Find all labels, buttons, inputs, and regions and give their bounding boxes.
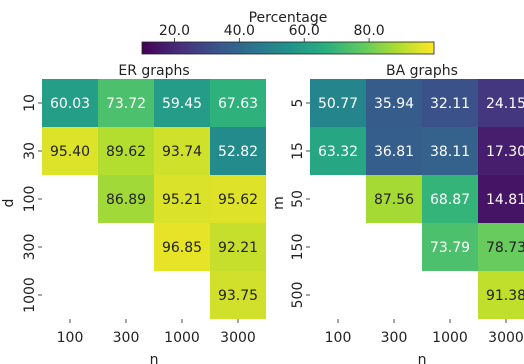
er-cell <box>98 127 154 175</box>
ba-y-tick-label: 50 <box>290 190 306 208</box>
ba-cell-value: 32.11 <box>430 96 470 112</box>
er-cell <box>154 223 210 271</box>
er-cell-value: 89.62 <box>106 144 146 160</box>
ba-cell <box>422 127 478 175</box>
ba-cell <box>478 271 524 319</box>
er-cell-value: 67.63 <box>218 96 258 112</box>
er-cell-value: 95.62 <box>218 192 258 208</box>
ba-x-tick-label: 1000 <box>432 330 468 346</box>
er-y-axis-label: d <box>1 199 17 208</box>
er-cell-value: 73.72 <box>106 96 146 112</box>
ba-cell-value: 35.94 <box>374 96 414 112</box>
ba-cell-value: 68.87 <box>430 192 470 208</box>
ba-cell <box>422 223 478 271</box>
er-cell-value: 52.82 <box>218 144 258 160</box>
ba-cell <box>310 127 366 175</box>
ba-cell-value: 87.56 <box>374 192 414 208</box>
ba-y-ticks: 5 15 50 150 500 <box>290 99 310 309</box>
ba-y-tick-label: 5 <box>290 99 306 108</box>
colorbar-ticks: 20.0 40.0 60.0 80.0 <box>159 23 385 42</box>
ba-cell-value: 91.38 <box>486 288 524 304</box>
colorbar-tick-label: 20.0 <box>159 23 190 39</box>
ba-x-axis-label: n <box>418 352 427 364</box>
ba-cell <box>366 175 422 223</box>
ba-cell <box>478 127 524 175</box>
er-y-tick-label: 10 <box>22 94 38 112</box>
ba-y-tick-label: 150 <box>290 234 306 261</box>
er-x-tick-label: 3000 <box>220 330 256 346</box>
ba-cell-value: 38.11 <box>430 144 470 160</box>
er-cell <box>210 271 266 319</box>
ba-x-ticks: 100 300 1000 3000 <box>325 319 524 346</box>
ba-cell <box>478 175 524 223</box>
colorbar-label: Percentage <box>249 10 328 26</box>
er-x-axis-label: n <box>150 352 159 364</box>
er-cell <box>154 79 210 127</box>
ba-cell-value: 73.79 <box>430 240 470 256</box>
er-cell <box>42 79 98 127</box>
er-cell-value: 92.21 <box>218 240 258 256</box>
er-cell <box>210 127 266 175</box>
ba-title: BA graphs <box>386 63 458 79</box>
er-cell-value: 59.45 <box>162 96 202 112</box>
er-cell <box>210 223 266 271</box>
er-cell <box>210 79 266 127</box>
er-x-ticks: 100 300 1000 3000 <box>57 319 256 346</box>
colorbar-tick-label: 40.0 <box>224 23 255 39</box>
ba-cell <box>366 79 422 127</box>
ba-graphs-panel: BA graphs 50.77 35.94 32.11 24.15 63.32 36.81… <box>271 63 524 364</box>
er-heatmap-cells: 60.03 73.72 59.45 67.63 95.40 89.62 93.74 52.82… <box>42 79 266 319</box>
ba-cell <box>422 79 478 127</box>
er-cell-value: 60.03 <box>50 96 90 112</box>
ba-heatmap-cells: 50.77 35.94 32.11 24.15 63.32 36.81 38.11 17.30… <box>310 79 524 319</box>
er-cell-value: 86.89 <box>106 192 146 208</box>
ba-cell-value: 63.32 <box>318 144 358 160</box>
ba-cell-value: 78.73 <box>486 240 524 256</box>
er-cell <box>154 175 210 223</box>
er-cell-value: 93.75 <box>218 288 258 304</box>
er-x-tick-label: 100 <box>57 330 84 346</box>
ba-y-tick-label: 500 <box>290 282 306 309</box>
ba-x-tick-label: 3000 <box>488 330 524 346</box>
er-y-tick-label: 30 <box>22 142 38 160</box>
er-y-tick-label: 1000 <box>22 277 38 313</box>
er-cell-value: 95.40 <box>50 144 90 160</box>
ba-cell-value: 14.81 <box>486 192 524 208</box>
ba-cell-value: 36.81 <box>374 144 414 160</box>
ba-cell <box>422 175 478 223</box>
ba-y-axis-label: m <box>271 196 287 210</box>
er-x-tick-label: 300 <box>113 330 140 346</box>
colorbar-tick-label: 60.0 <box>289 23 320 39</box>
er-cell <box>98 175 154 223</box>
ba-x-tick-label: 300 <box>381 330 408 346</box>
ba-cell <box>478 79 524 127</box>
er-x-tick-label: 1000 <box>164 330 200 346</box>
er-cell-value: 95.21 <box>162 192 202 208</box>
ba-x-tick-label: 100 <box>325 330 352 346</box>
ba-cell-value: 50.77 <box>318 96 358 112</box>
er-cell-value: 93.74 <box>162 144 202 160</box>
colorbar: Percentage 20.0 40.0 60.0 80.0 <box>141 10 435 55</box>
colorbar-tick-label: 80.0 <box>354 23 385 39</box>
er-cell <box>154 127 210 175</box>
er-graphs-panel: ER graphs 60.03 73.72 59.45 67.63 95.40 89.62… <box>1 63 266 364</box>
er-cell <box>98 79 154 127</box>
ba-y-tick-label: 15 <box>290 142 306 160</box>
ba-cell-value: 24.15 <box>486 96 524 112</box>
ba-cell-value: 17.30 <box>486 144 524 160</box>
ba-cell <box>310 79 366 127</box>
er-y-ticks: 10 30 100 300 1000 <box>22 94 42 313</box>
er-cell <box>42 127 98 175</box>
er-cell-value: 96.85 <box>162 240 202 256</box>
ba-cell <box>478 223 524 271</box>
colorbar-gradient <box>141 41 435 55</box>
er-y-tick-label: 100 <box>22 186 38 213</box>
ba-cell <box>366 127 422 175</box>
er-title: ER graphs <box>118 63 189 79</box>
er-cell <box>210 175 266 223</box>
er-y-tick-label: 300 <box>22 234 38 261</box>
